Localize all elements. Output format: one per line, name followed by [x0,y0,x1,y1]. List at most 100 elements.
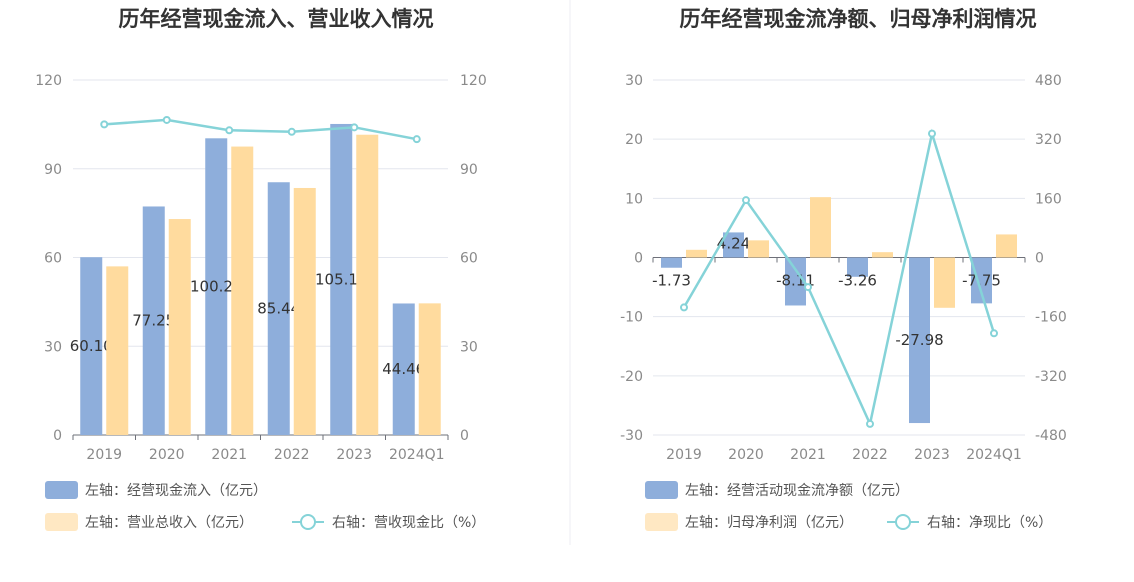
data-label: 44.46 [382,360,425,378]
bar-series-2 [810,197,831,258]
y-tick-label-left: 0 [634,251,643,267]
bar-series-1 [909,257,930,424]
x-tick-label: 2022 [852,447,888,463]
data-label: 100.29 [190,278,243,296]
line-point [680,303,688,312]
y-tick-label-right: 320 [1035,132,1062,148]
y-tick-label-right: 0 [1035,251,1044,267]
y-tick-label-left: -30 [620,428,643,444]
x-tick-label: 2024Q1 [389,447,445,463]
y-tick-label-right: -320 [1035,369,1067,385]
chart-title: 历年经营现金流净额、归母净利润情况 [680,7,1037,31]
y-tick-label-right: -480 [1035,428,1067,444]
bar-series-1 [847,257,868,277]
y-tick-label-left: 30 [625,73,643,89]
data-label: -1.73 [652,272,691,290]
y-tick-label-left: 10 [625,191,643,207]
bar-series-1 [205,138,228,435]
legend-swatch-line-marker [300,514,316,530]
line-point [287,127,296,136]
y-tick-label-right: 120 [460,73,487,89]
data-label: -7.75 [962,272,1001,290]
line-point [162,115,171,124]
y-tick-label-left: 90 [44,162,62,178]
legend-label: 左轴：经营活动现金流净额（亿元） [685,483,909,499]
line-point [742,196,750,205]
y-tick-label-left: 120 [35,73,62,89]
line-point [866,419,874,428]
bar-series-1 [142,206,165,435]
line-point [350,123,359,132]
y-tick-label-right: 0 [460,428,469,444]
y-tick-label-left: 30 [44,339,62,355]
line-point [990,329,998,338]
bar-series-1 [267,182,290,435]
bar-series-1 [723,232,744,258]
x-tick-label: 2023 [336,447,372,463]
line-series [682,128,996,428]
bar-series-1 [661,257,682,268]
line-point [928,129,936,138]
legend-swatch-orange [645,513,678,531]
legend-label: 左轴：营业总收入（亿元） [85,515,253,531]
y-tick-label-left: 20 [625,132,643,148]
bar-series-1 [80,257,103,435]
bar-series-2 [356,134,379,435]
legend-label: 左轴：归母净利润（亿元） [685,514,853,531]
legend-swatch-orange [45,513,78,531]
bar-series-2 [168,219,191,435]
bar-series-2 [686,249,707,258]
y-tick-label-right: 480 [1035,73,1062,89]
data-label: 77.25 [132,312,175,330]
bar-series-1 [330,123,353,436]
bar-series-2 [418,303,441,435]
bar-series-1 [971,257,992,304]
x-tick-label: 2021 [211,447,247,463]
x-tick-label: 2021 [790,447,826,463]
chart-title: 历年经营现金流入、营业收入情况 [119,7,434,31]
chart-cash-net-profit: 历年经营现金流净额、归母净利润情况 -30 -20 -10 0 10 20 30 -480 -32… [620,7,1067,531]
data-label: 60.10 [70,337,113,355]
x-tick-label: 2024Q1 [966,447,1022,463]
x-tick-label: 2019 [86,447,122,463]
legend-swatch-line-marker [895,514,911,530]
bar-series-2 [106,266,129,435]
y-tick-label-right: 60 [460,251,478,267]
legend-swatch-blue [45,481,78,499]
bar-series-2 [231,146,254,435]
x-tick-label: 2020 [149,447,185,463]
y-tick-label-left: 0 [53,428,62,444]
bar-series-1 [785,257,806,306]
y-tick-label-left: -20 [620,369,643,385]
data-label: 105.14 [315,270,368,288]
x-tick-label: 2020 [728,447,764,463]
y-tick-label-left: -10 [620,310,643,326]
chart-cash-inflow-revenue: 历年经营现金流入、营业收入情况 0 30 60 90 120 0 30 60 90 120 2019 2… [35,7,487,531]
legend-swatch-blue [645,481,678,499]
y-tick-label-right: 90 [460,162,478,178]
y-tick-label-right: 160 [1035,191,1062,207]
legend-label: 右轴：净现比（%） [927,515,1052,531]
y-tick-label-right: 30 [460,339,478,355]
x-tick-label: 2023 [914,447,950,463]
legend-label: 右轴：营收现金比（%） [332,515,485,531]
x-tick-label: 2022 [274,447,310,463]
bar-series-1 [392,303,415,435]
line-point [412,135,421,144]
legend-label: 左轴：经营现金流入（亿元） [85,483,267,499]
line-point [804,283,812,292]
bar-series-2 [934,257,955,308]
bar-series-2 [996,234,1017,258]
data-label: 4.24 [717,234,750,252]
data-label: 85.44 [257,300,300,318]
y-tick-label-right: -160 [1035,310,1067,326]
x-tick-label: 2019 [666,447,702,463]
bar-series-2 [748,240,769,258]
line-series [104,118,417,141]
bar-series-2 [872,252,893,258]
bar-series-2 [293,187,316,435]
y-tick-label-left: 60 [44,251,62,267]
line-point [225,126,234,135]
line-point [100,120,109,129]
